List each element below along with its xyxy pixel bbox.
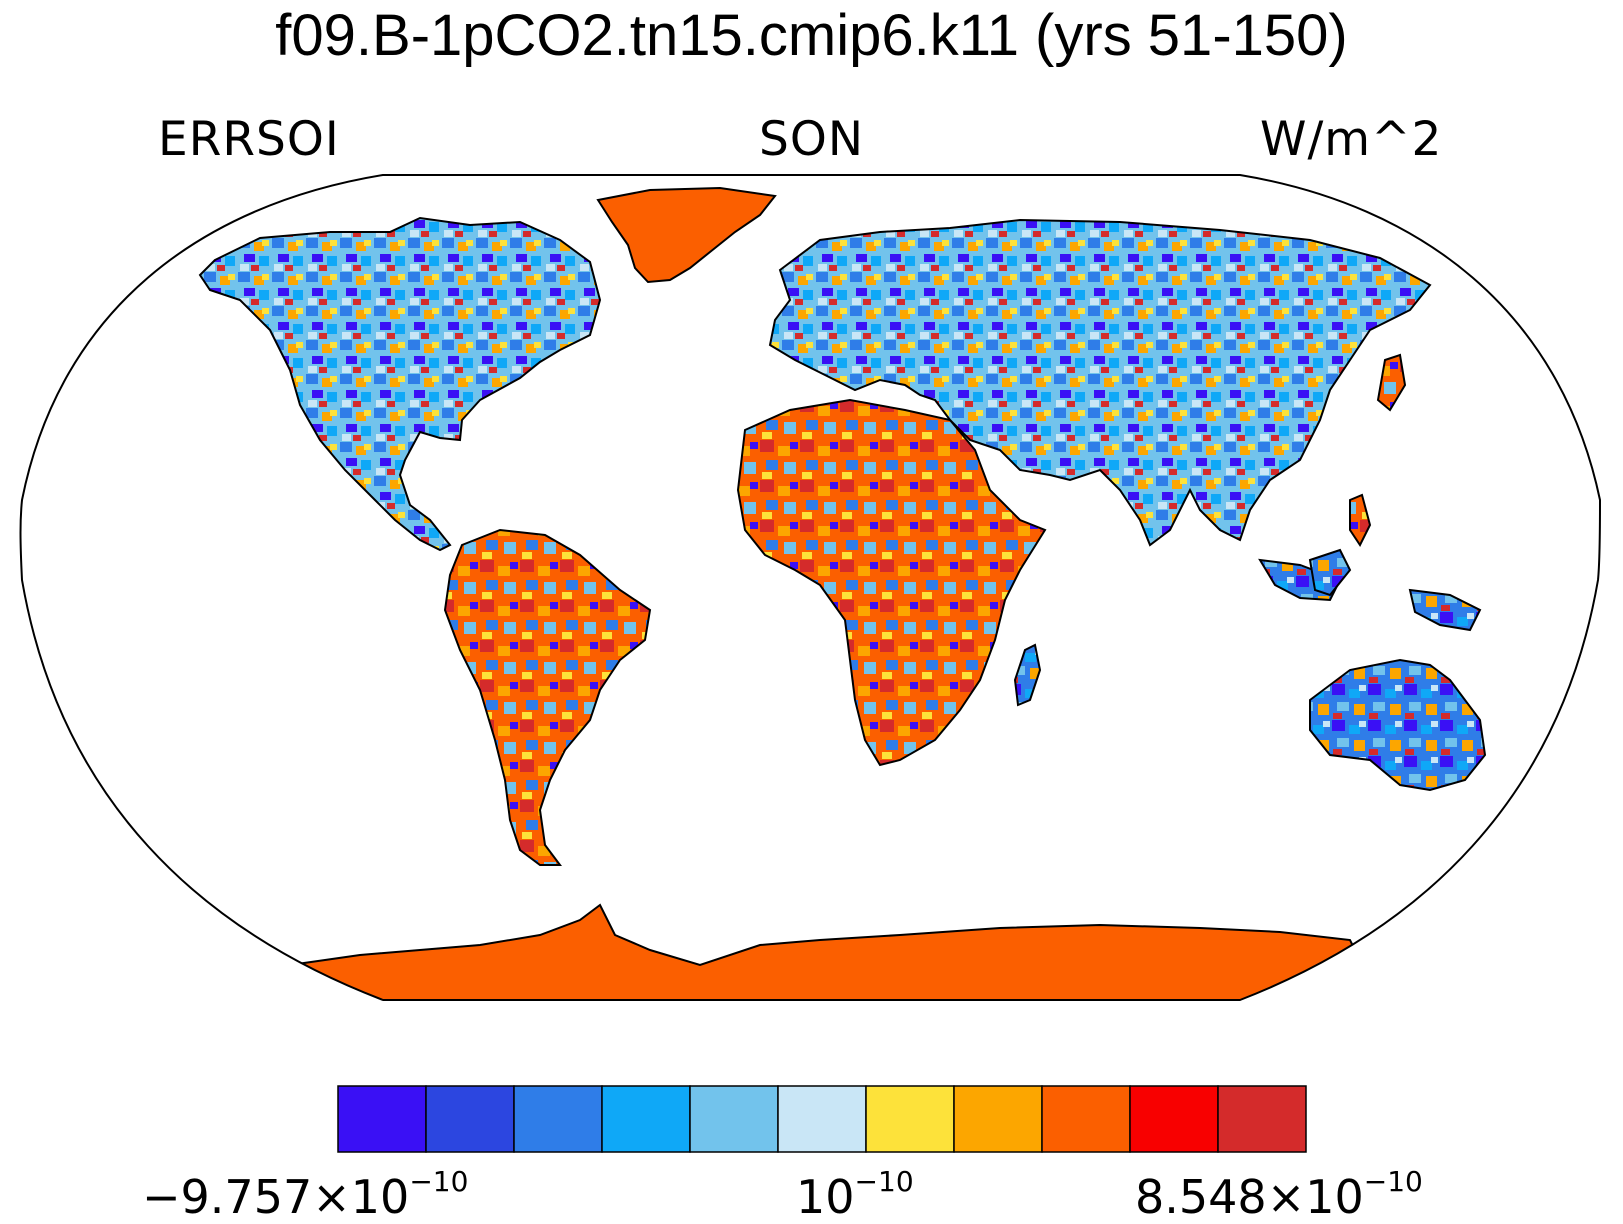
colorbar-min-label: −9.757×10−10 bbox=[142, 1165, 469, 1224]
japan-field bbox=[1376, 353, 1407, 412]
colorbar-swatch bbox=[689, 1085, 779, 1153]
colorbar-swatch bbox=[601, 1085, 691, 1153]
eurasia-field bbox=[768, 218, 1432, 547]
colorbar-swatch bbox=[513, 1085, 603, 1153]
colorbar-max-label: 8.548×10−10 bbox=[1135, 1165, 1423, 1224]
map-boundary bbox=[19, 174, 1602, 1001]
north-america-field bbox=[198, 216, 602, 552]
australia-field bbox=[1309, 658, 1487, 792]
units-label: W/m^2 bbox=[1260, 112, 1443, 167]
variable-label: ERRSOI bbox=[158, 112, 340, 167]
colorbar-swatch bbox=[1041, 1085, 1131, 1153]
colorbar bbox=[337, 1085, 1307, 1153]
colorbar-swatch bbox=[1217, 1085, 1307, 1153]
colorbar-swatch bbox=[865, 1085, 955, 1153]
borneo-field bbox=[1308, 548, 1352, 597]
colorbar-swatch bbox=[1129, 1085, 1219, 1153]
season-label: SON bbox=[759, 112, 864, 167]
colorbar-swatch bbox=[777, 1085, 867, 1153]
new-guinea-field bbox=[1408, 588, 1482, 632]
plot-title: f09.B-1pCO2.tn15.cmip6.k11 (yrs 51-150) bbox=[275, 3, 1348, 68]
madagascar-field bbox=[1013, 643, 1042, 707]
colorbar-swatch bbox=[953, 1085, 1043, 1153]
south-america-field bbox=[443, 528, 652, 866]
antarctica-field bbox=[289, 903, 1362, 1000]
new-zealand-field bbox=[1513, 766, 1554, 822]
philippines-field bbox=[1349, 493, 1372, 547]
colorbar-mid-label: 10−10 bbox=[796, 1165, 914, 1224]
greenland-field bbox=[596, 186, 777, 284]
africa-field bbox=[736, 398, 1047, 767]
land-fields bbox=[198, 186, 1554, 1000]
colorbar-swatch bbox=[425, 1085, 515, 1153]
colorbar-swatch bbox=[337, 1085, 427, 1153]
